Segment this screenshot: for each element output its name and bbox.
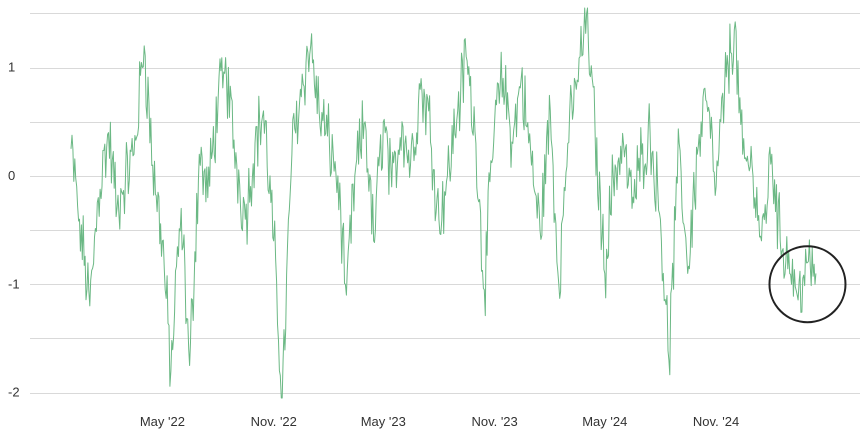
- x-tick-label: May '23: [361, 414, 406, 429]
- series-line: [70, 7, 817, 399]
- y-tick-label: -1: [8, 276, 20, 291]
- x-tick-label: May '22: [140, 414, 185, 429]
- highlight-circle: [768, 245, 847, 324]
- x-tick-label: Nov. '22: [251, 414, 297, 429]
- y-tick-label: -2: [8, 385, 20, 400]
- y-tick-label: 0: [8, 168, 15, 183]
- series-layer: [70, 7, 817, 399]
- x-tick-label: May '24: [582, 414, 627, 429]
- annotation-layer: [768, 245, 847, 324]
- axis-layer: 1 0 -1 -2 May '22 Nov. '22 May '23 Nov. '23 May …: [8, 60, 739, 429]
- x-tick-label: Nov. '23: [471, 414, 517, 429]
- grid-layer: [30, 13, 860, 394]
- x-tick-label: Nov. '24: [693, 414, 739, 429]
- y-tick-label: 1: [8, 60, 15, 75]
